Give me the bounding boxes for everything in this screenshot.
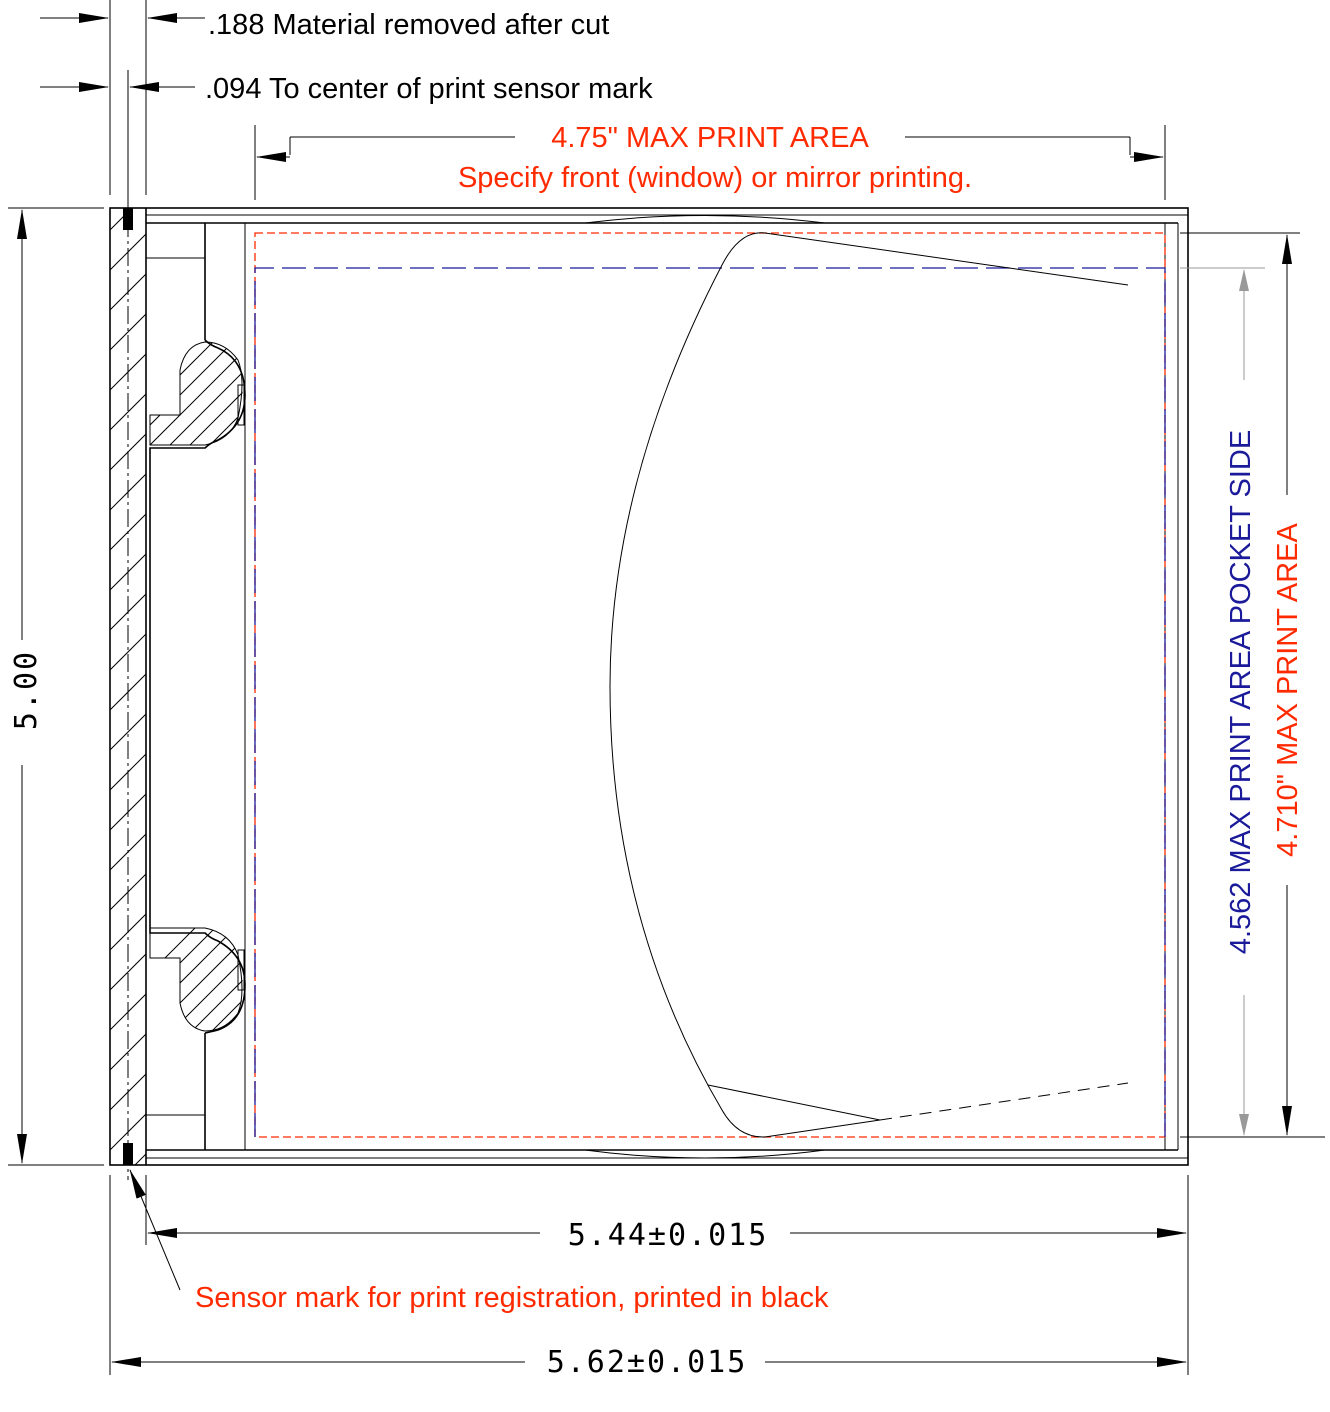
sensor-mark-bottom (123, 1143, 133, 1165)
material-removed-note: .188 Material removed after cut (40, 0, 609, 195)
print-height-dimension: 4.710" MAX PRINT AREA (1180, 232, 1325, 1138)
hinge-profile (149, 339, 246, 1034)
print-height-label: 4.710" MAX PRINT AREA (1272, 522, 1304, 856)
print-side-note: Specify front (window) or mirror printin… (458, 162, 972, 194)
sensor-center-note: .094 To center of print sensor mark (40, 70, 653, 195)
sensor-mark-top (123, 208, 133, 230)
pocket-curve (609, 232, 1129, 1138)
pocket-side-print-area-outline (254, 267, 1166, 1137)
sensor-mark-label: Sensor mark for print registration, prin… (195, 1282, 829, 1314)
max-print-area-outline (254, 232, 1166, 1138)
overall-width-dimension: 5.62±0.015 (109, 1175, 1187, 1380)
template-outline (109, 207, 1189, 1166)
sensor-center-label: .094 To center of print sensor mark (205, 73, 653, 105)
height-label: 5.00 (9, 650, 44, 730)
inner-width-label: 5.44±0.015 (568, 1218, 769, 1253)
height-dimension: 5.00 (8, 207, 104, 1166)
sensor-mark-note: Sensor mark for print registration, prin… (129, 1169, 829, 1314)
pocket-side-height-dimension: 4.562 MAX PRINT AREA POCKET SIDE (1180, 267, 1265, 1136)
print-width-dimension: 4.75" MAX PRINT AREA Specify front (wind… (254, 122, 1166, 200)
print-width-label: 4.75" MAX PRINT AREA (551, 122, 869, 154)
overall-width-label: 5.62±0.015 (547, 1345, 748, 1380)
pocket-side-height-label: 4.562 MAX PRINT AREA POCKET SIDE (1225, 430, 1257, 954)
material-removed-label: .188 Material removed after cut (208, 9, 609, 41)
inner-width-dimension: 5.44±0.015 (145, 1175, 1189, 1375)
